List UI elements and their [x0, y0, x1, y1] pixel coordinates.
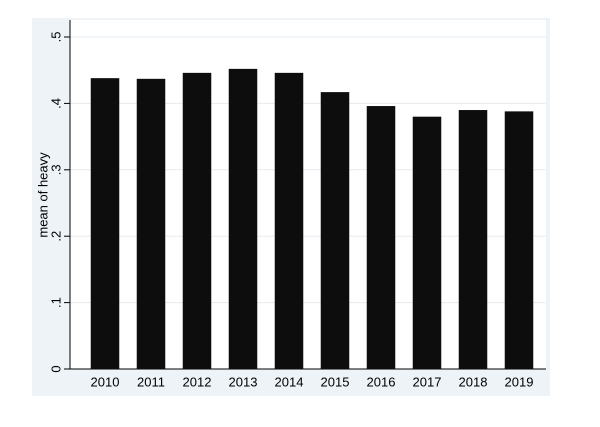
- y-tick-label: 0: [48, 365, 63, 372]
- bar: [228, 68, 258, 369]
- x-tick-label: 2019: [505, 374, 534, 389]
- bar: [366, 106, 396, 369]
- x-tick-label: 2012: [183, 374, 212, 389]
- bar: [412, 116, 442, 370]
- x-tick-label: 2015: [321, 374, 350, 389]
- bar: [90, 78, 120, 369]
- x-tick-label: 2018: [459, 374, 488, 389]
- bar: [320, 92, 350, 369]
- x-tick-label: 2017: [413, 374, 442, 389]
- y-tick-label: .5: [48, 32, 63, 43]
- y-tick-label: .2: [48, 231, 63, 242]
- bar: [136, 78, 166, 369]
- y-tick-label: .3: [48, 164, 63, 175]
- y-tick-label: .1: [48, 297, 63, 308]
- x-tick-label: 2013: [229, 374, 258, 389]
- x-tick-label: 2014: [275, 374, 304, 389]
- x-tick-label: 2010: [91, 374, 120, 389]
- x-tick-label: 2011: [137, 374, 165, 389]
- y-axis-title: mean of heavy: [35, 152, 50, 238]
- bar: [182, 72, 212, 369]
- bar: [274, 72, 304, 369]
- bar: [504, 111, 534, 370]
- x-tick-label: 2016: [367, 374, 396, 389]
- y-tick-label: .4: [48, 98, 63, 109]
- bar: [458, 110, 488, 369]
